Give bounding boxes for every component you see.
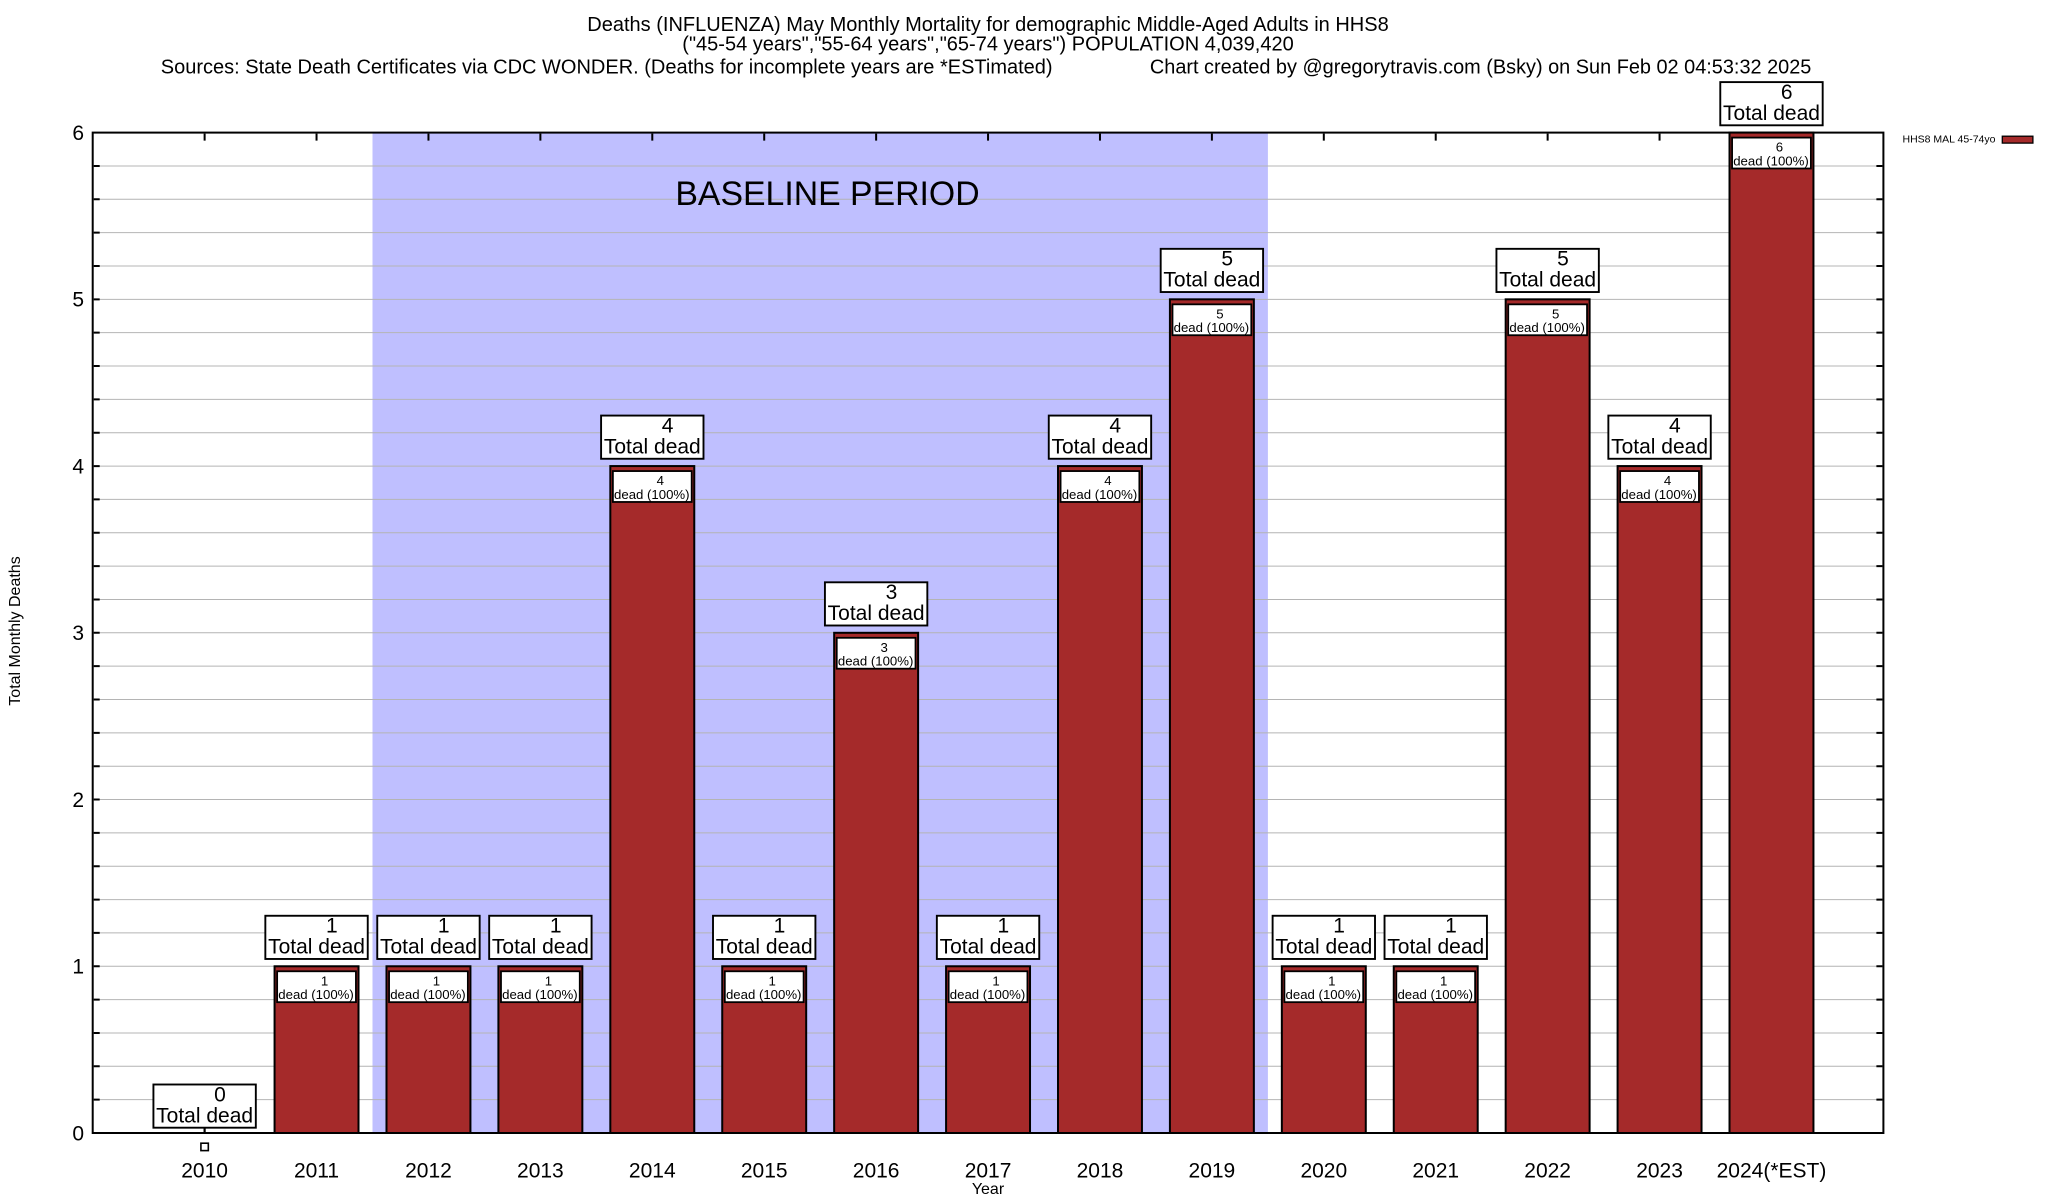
svg-text:1: 1 bbox=[433, 973, 440, 988]
svg-text:4: 4 bbox=[72, 455, 84, 478]
svg-text:2014: 2014 bbox=[629, 1160, 676, 1183]
svg-text:("45-54 years","55-64 years",": ("45-54 years","55-64 years","65-74 year… bbox=[682, 34, 1293, 56]
svg-text:Total dead: Total dead bbox=[492, 936, 589, 959]
svg-text:dead (100%): dead (100%) bbox=[1621, 487, 1697, 502]
svg-text:6: 6 bbox=[1781, 81, 1793, 104]
svg-text:dead (100%): dead (100%) bbox=[614, 487, 690, 502]
svg-text:dead (100%): dead (100%) bbox=[950, 987, 1026, 1002]
svg-text:dead (100%): dead (100%) bbox=[278, 987, 354, 1002]
svg-text:Sources: State Death Certifica: Sources: State Death Certificates via CD… bbox=[161, 57, 1053, 79]
svg-text:dead (100%): dead (100%) bbox=[1286, 987, 1362, 1002]
svg-text:4: 4 bbox=[657, 473, 664, 488]
svg-text:3: 3 bbox=[886, 581, 898, 604]
svg-text:Chart created by @gregorytravi: Chart created by @gregorytravis.com (Bsk… bbox=[1150, 57, 1811, 79]
svg-text:6: 6 bbox=[1776, 140, 1783, 155]
svg-text:0: 0 bbox=[214, 1083, 226, 1106]
svg-text:dead (100%): dead (100%) bbox=[838, 654, 914, 669]
svg-text:dead (100%): dead (100%) bbox=[1174, 320, 1250, 335]
svg-text:Deaths (INFLUENZA) May Monthly: Deaths (INFLUENZA) May Monthly Mortality… bbox=[587, 14, 1388, 36]
svg-text:dead (100%): dead (100%) bbox=[1397, 987, 1473, 1002]
svg-text:2016: 2016 bbox=[853, 1160, 900, 1183]
svg-text:1: 1 bbox=[1328, 973, 1335, 988]
svg-text:dead (100%): dead (100%) bbox=[726, 987, 802, 1002]
svg-text:5: 5 bbox=[1216, 306, 1223, 321]
svg-text:dead (100%): dead (100%) bbox=[390, 987, 466, 1002]
svg-text:1: 1 bbox=[1440, 973, 1447, 988]
svg-text:BASELINE PERIOD: BASELINE PERIOD bbox=[675, 175, 979, 213]
svg-text:Year: Year bbox=[972, 1181, 1005, 1198]
svg-text:1: 1 bbox=[72, 956, 84, 979]
svg-text:Total dead: Total dead bbox=[1275, 936, 1372, 959]
svg-text:Total dead: Total dead bbox=[380, 936, 477, 959]
svg-text:5: 5 bbox=[72, 289, 84, 312]
svg-text:2012: 2012 bbox=[405, 1160, 452, 1183]
svg-text:3: 3 bbox=[72, 622, 84, 645]
svg-text:1: 1 bbox=[321, 973, 328, 988]
svg-text:dead (100%): dead (100%) bbox=[1733, 153, 1809, 168]
svg-text:Total dead: Total dead bbox=[1611, 435, 1708, 458]
svg-text:Total dead: Total dead bbox=[1163, 269, 1260, 292]
svg-text:2: 2 bbox=[72, 789, 84, 812]
svg-text:4: 4 bbox=[1104, 473, 1111, 488]
svg-text:2019: 2019 bbox=[1189, 1160, 1236, 1183]
svg-text:1: 1 bbox=[769, 973, 776, 988]
svg-text:HHS8 MAL 45-74yo: HHS8 MAL 45-74yo bbox=[1903, 133, 1996, 145]
svg-text:2015: 2015 bbox=[741, 1160, 788, 1183]
svg-text:5: 5 bbox=[1221, 248, 1233, 271]
svg-text:5: 5 bbox=[1557, 248, 1569, 271]
svg-text:dead (100%): dead (100%) bbox=[1509, 320, 1585, 335]
svg-text:2022: 2022 bbox=[1524, 1160, 1571, 1183]
svg-text:1: 1 bbox=[998, 915, 1010, 938]
svg-text:4: 4 bbox=[1669, 414, 1681, 437]
svg-text:Total dead: Total dead bbox=[1499, 269, 1596, 292]
svg-text:Total dead: Total dead bbox=[940, 936, 1037, 959]
svg-text:2023: 2023 bbox=[1636, 1160, 1683, 1183]
svg-text:1: 1 bbox=[774, 915, 786, 938]
svg-text:Total Monthly Deaths: Total Monthly Deaths bbox=[7, 556, 24, 705]
svg-text:5: 5 bbox=[1552, 306, 1559, 321]
svg-text:Total dead: Total dead bbox=[604, 435, 701, 458]
svg-text:2018: 2018 bbox=[1077, 1160, 1124, 1183]
svg-text:Total dead: Total dead bbox=[828, 602, 925, 625]
svg-text:2010: 2010 bbox=[181, 1160, 228, 1183]
svg-text:Total dead: Total dead bbox=[1723, 102, 1820, 125]
svg-text:1: 1 bbox=[438, 915, 450, 938]
svg-text:dead (100%): dead (100%) bbox=[1062, 487, 1138, 502]
svg-text:dead (100%): dead (100%) bbox=[502, 987, 578, 1002]
svg-text:1: 1 bbox=[1333, 915, 1345, 938]
svg-text:1: 1 bbox=[550, 915, 562, 938]
svg-text:2021: 2021 bbox=[1412, 1160, 1459, 1183]
svg-text:2020: 2020 bbox=[1300, 1160, 1347, 1183]
svg-text:1: 1 bbox=[326, 915, 338, 938]
svg-text:Total dead: Total dead bbox=[156, 1104, 253, 1127]
svg-text:1: 1 bbox=[545, 973, 552, 988]
svg-text:Total dead: Total dead bbox=[1052, 435, 1149, 458]
svg-text:0: 0 bbox=[72, 1122, 84, 1145]
svg-text:2017: 2017 bbox=[965, 1160, 1012, 1183]
svg-text:3: 3 bbox=[880, 640, 887, 655]
svg-text:2024(*EST): 2024(*EST) bbox=[1717, 1160, 1827, 1183]
svg-text:2011: 2011 bbox=[294, 1160, 339, 1183]
svg-text:4: 4 bbox=[662, 414, 674, 437]
svg-text:Total dead: Total dead bbox=[268, 936, 365, 959]
svg-text:Total dead: Total dead bbox=[716, 936, 813, 959]
svg-text:4: 4 bbox=[1109, 414, 1121, 437]
svg-text:1: 1 bbox=[1445, 915, 1457, 938]
svg-text:4: 4 bbox=[1664, 473, 1671, 488]
svg-text:Total dead: Total dead bbox=[1387, 936, 1484, 959]
svg-text:6: 6 bbox=[72, 122, 84, 145]
svg-text:2013: 2013 bbox=[517, 1160, 564, 1183]
svg-text:1: 1 bbox=[992, 973, 999, 988]
